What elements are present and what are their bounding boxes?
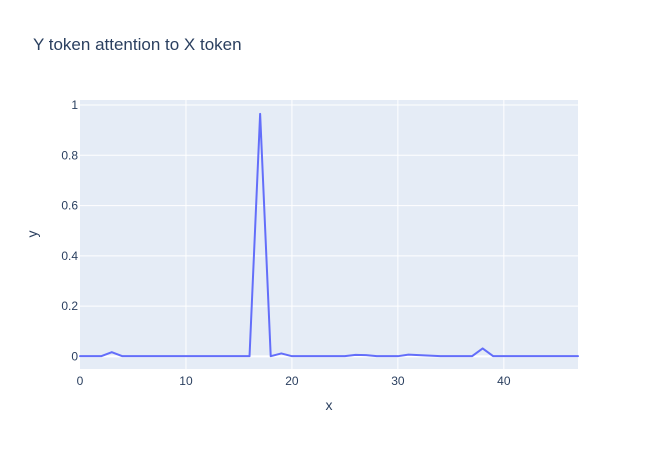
x-tick-label: 20 — [285, 374, 299, 388]
y-axis-title: y — [24, 231, 40, 238]
y-tick-label: 0.4 — [61, 249, 78, 263]
y-tick-label: 0.6 — [61, 199, 78, 213]
x-tick-label: 30 — [391, 374, 405, 388]
plot-area — [80, 100, 578, 369]
x-tick-label: 40 — [497, 374, 511, 388]
x-tick-label: 10 — [179, 374, 193, 388]
x-tick-label: 0 — [77, 374, 84, 388]
y-tick-label: 0.2 — [61, 299, 78, 313]
series-line-0 — [79, 112, 579, 358]
tick-labels: 0 10 20 30 40 0 0.2 0.4 0.6 0.8 1 — [61, 98, 511, 388]
grid-layer — [80, 100, 578, 369]
chart-title: Y token attention to X token — [33, 35, 242, 54]
y-tick-label: 0 — [71, 349, 78, 363]
y-tick-label: 0.8 — [61, 148, 78, 162]
series-layer — [79, 112, 579, 358]
x-axis-title: x — [326, 397, 333, 413]
y-tick-label: 1 — [71, 98, 78, 112]
